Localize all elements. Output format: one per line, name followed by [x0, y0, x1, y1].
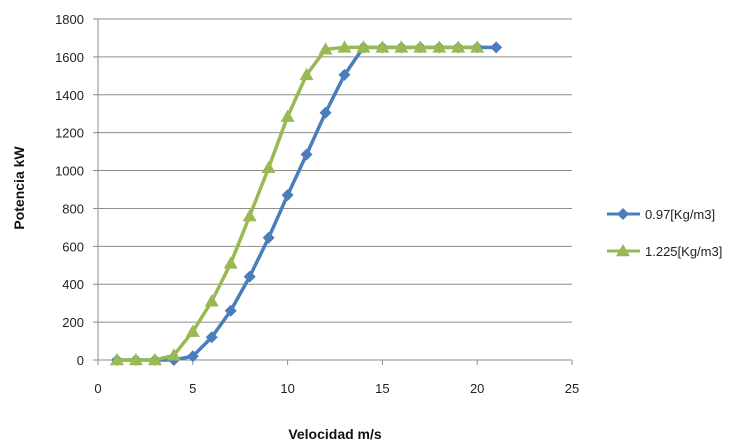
x-tick-label: 20 — [470, 381, 484, 396]
x-tick-label: 0 — [94, 381, 101, 396]
data-point — [242, 209, 257, 222]
data-point — [280, 109, 295, 122]
x-tick-label: 10 — [280, 381, 294, 396]
data-point — [223, 256, 238, 269]
legend-label-1: 0.97[Kg/m3] — [645, 207, 715, 222]
data-point — [490, 41, 503, 54]
legend-label-2: 1.225[Kg/m3] — [645, 244, 722, 259]
x-tick-label: 25 — [565, 381, 579, 396]
y-tick-label: 400 — [62, 277, 84, 292]
y-tick-label: 200 — [62, 315, 84, 330]
data-point — [337, 40, 352, 53]
data-point — [470, 40, 485, 53]
series-1 — [110, 41, 503, 366]
data-point — [224, 304, 237, 317]
y-tick-label: 1600 — [55, 50, 84, 65]
legend-entry-2: 1.225[Kg/m3] — [607, 244, 722, 259]
data-point — [109, 353, 124, 366]
data-point — [262, 231, 275, 244]
data-point — [166, 348, 181, 361]
y-axis-title: Potencia kW — [11, 146, 27, 230]
data-point — [147, 353, 162, 366]
data-point — [432, 40, 447, 53]
data-point — [186, 350, 199, 363]
legend-marker-2 — [616, 244, 630, 257]
data-point — [243, 270, 256, 283]
legend: 0.97[Kg/m3] 1.225[Kg/m3] — [607, 207, 722, 259]
data-point — [261, 160, 276, 173]
data-point — [128, 353, 143, 366]
data-point — [204, 294, 219, 307]
y-tick-label: 1000 — [55, 164, 84, 179]
data-point — [318, 42, 333, 55]
y-axis-ticks: 0 200 400 600 800 1000 1200 1400 1600 1800 — [55, 12, 98, 368]
x-tick-label: 5 — [189, 381, 196, 396]
series-2 — [109, 40, 485, 366]
x-tick-label: 15 — [375, 381, 389, 396]
legend-marker-1 — [617, 208, 629, 220]
y-tick-label: 1200 — [55, 126, 84, 141]
gridlines — [98, 18, 572, 361]
data-point — [394, 40, 409, 53]
legend-entry-1: 0.97[Kg/m3] — [607, 207, 715, 222]
y-tick-label: 1400 — [55, 88, 84, 103]
data-point — [356, 40, 371, 53]
data-point — [281, 189, 294, 202]
axes — [97, 19, 572, 361]
data-point — [185, 324, 200, 337]
y-tick-label: 600 — [62, 239, 84, 254]
data-point — [451, 40, 466, 53]
y-tick-label: 0 — [77, 353, 84, 368]
y-tick-label: 1800 — [55, 12, 84, 27]
data-point — [413, 40, 428, 53]
data-point — [205, 331, 218, 344]
data-point — [299, 67, 314, 81]
data-point — [375, 40, 390, 53]
y-tick-label: 800 — [62, 201, 84, 216]
data-point — [319, 106, 332, 119]
data-point — [338, 68, 351, 81]
data-point — [300, 148, 313, 161]
series-group — [109, 40, 503, 366]
x-axis-ticks: 0 5 10 15 20 25 — [94, 360, 579, 396]
x-axis-title: Velocidad m/s — [288, 426, 382, 442]
